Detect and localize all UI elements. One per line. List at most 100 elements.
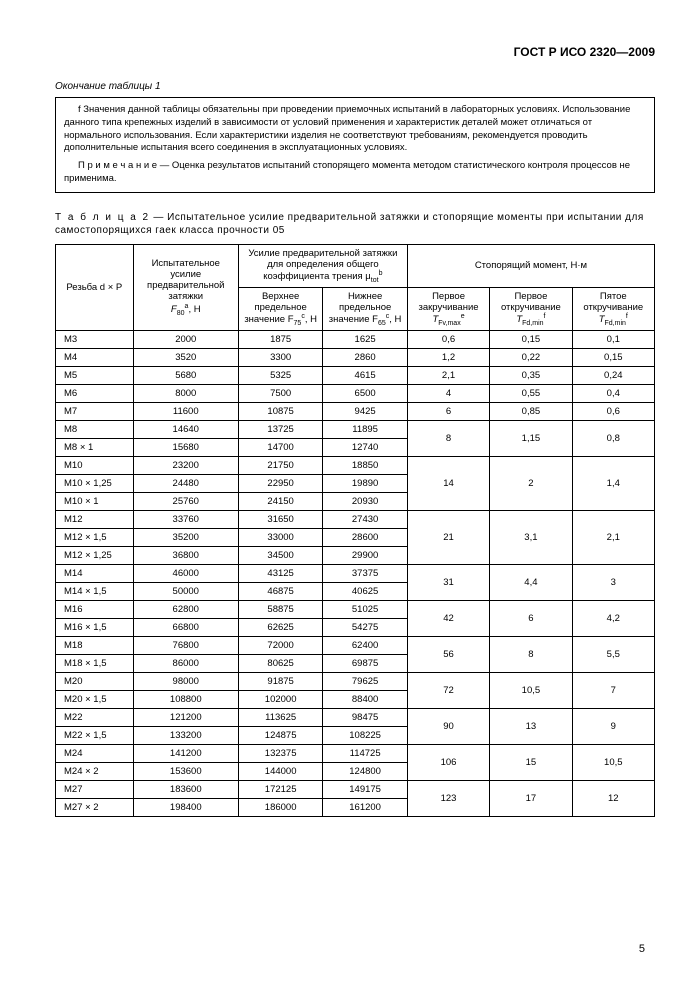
col-torque: Стопорящий момент, Н·м bbox=[407, 244, 654, 287]
cell-t1: 72 bbox=[407, 672, 489, 708]
cell-t3: 3 bbox=[572, 564, 654, 600]
cell-f75: 186000 bbox=[238, 798, 322, 816]
cell-t1: 1,2 bbox=[407, 348, 489, 366]
cell-f80: 2000 bbox=[133, 330, 238, 348]
col-test-force: Испытательное усилие предварительной зат… bbox=[133, 244, 238, 330]
cell-t2: 10,5 bbox=[490, 672, 572, 708]
cell-f80: 86000 bbox=[133, 654, 238, 672]
cell-f65: 40625 bbox=[323, 582, 407, 600]
table-row: M71160010875942560,850,6 bbox=[56, 402, 655, 420]
cell-f75: 7500 bbox=[238, 384, 322, 402]
cell-f75: 10875 bbox=[238, 402, 322, 420]
table-row: M814640137251189581,150,8 bbox=[56, 420, 655, 438]
col-first-off: Первое откручивание TFd,minf bbox=[490, 287, 572, 330]
cell-thread: M27 bbox=[56, 780, 134, 798]
cell-f80: 98000 bbox=[133, 672, 238, 690]
table-row: M271836001721251491751231712 bbox=[56, 780, 655, 798]
cell-f65: 161200 bbox=[323, 798, 407, 816]
cell-f75: 31650 bbox=[238, 510, 322, 528]
cell-thread: M14 × 1,5 bbox=[56, 582, 134, 600]
cell-f80: 11600 bbox=[133, 402, 238, 420]
cell-f65: 114725 bbox=[323, 744, 407, 762]
cell-t3: 0,1 bbox=[572, 330, 654, 348]
table-row: M209800091875796257210,57 bbox=[56, 672, 655, 690]
cell-thread: M8 bbox=[56, 420, 134, 438]
cell-f65: 124800 bbox=[323, 762, 407, 780]
cell-thread: M22 × 1,5 bbox=[56, 726, 134, 744]
cell-f80: 15680 bbox=[133, 438, 238, 456]
cell-thread: M12 × 1,25 bbox=[56, 546, 134, 564]
cell-f65: 28600 bbox=[323, 528, 407, 546]
cell-f80: 8000 bbox=[133, 384, 238, 402]
cell-f80: 108800 bbox=[133, 690, 238, 708]
cell-f75: 124875 bbox=[238, 726, 322, 744]
cell-f75: 62625 bbox=[238, 618, 322, 636]
cell-thread: M10 × 1 bbox=[56, 492, 134, 510]
table-row: M32000187516250,60,150,1 bbox=[56, 330, 655, 348]
cell-t1: 4 bbox=[407, 384, 489, 402]
col-lower: Нижнее предельное значение F65c, Н bbox=[323, 287, 407, 330]
cell-f80: 23200 bbox=[133, 456, 238, 474]
cell-thread: M16 bbox=[56, 600, 134, 618]
col-first-on-label: Первое закручивание bbox=[419, 291, 479, 313]
cell-thread: M16 × 1,5 bbox=[56, 618, 134, 636]
cell-f80: 35200 bbox=[133, 528, 238, 546]
cell-t2: 15 bbox=[490, 744, 572, 780]
col-fifth-off-label: Пятое откручивание bbox=[583, 291, 643, 313]
cell-f80: 36800 bbox=[133, 546, 238, 564]
table-row: M166280058875510254264,2 bbox=[56, 600, 655, 618]
cell-f65: 98475 bbox=[323, 708, 407, 726]
cell-thread: M12 bbox=[56, 510, 134, 528]
cell-t2: 0,15 bbox=[490, 330, 572, 348]
col-test-force-label: Испытательное усилие предварительной зат… bbox=[147, 258, 224, 302]
table2-body: M32000187516250,60,150,1M43520330028601,… bbox=[56, 330, 655, 816]
cell-f80: 14640 bbox=[133, 420, 238, 438]
cell-f80: 183600 bbox=[133, 780, 238, 798]
cell-f75: 13725 bbox=[238, 420, 322, 438]
cell-f75: 24150 bbox=[238, 492, 322, 510]
cell-thread: M14 bbox=[56, 564, 134, 582]
table2: Резьба d × P Испытательное усилие предва… bbox=[55, 244, 655, 817]
table-row: M680007500650040,550,4 bbox=[56, 384, 655, 402]
cell-f80: 33760 bbox=[133, 510, 238, 528]
cell-t3: 2,1 bbox=[572, 510, 654, 564]
cell-f65: 19890 bbox=[323, 474, 407, 492]
cell-f80: 46000 bbox=[133, 564, 238, 582]
cell-thread: M4 bbox=[56, 348, 134, 366]
cell-f65: 18850 bbox=[323, 456, 407, 474]
cell-thread: M27 × 2 bbox=[56, 798, 134, 816]
cell-t2: 13 bbox=[490, 708, 572, 744]
cell-thread: M18 bbox=[56, 636, 134, 654]
cell-t2: 6 bbox=[490, 600, 572, 636]
cell-f65: 6500 bbox=[323, 384, 407, 402]
cell-f75: 21750 bbox=[238, 456, 322, 474]
cell-t1: 123 bbox=[407, 780, 489, 816]
col-first-off-label: Первое откручивание bbox=[501, 291, 561, 313]
cell-f75: 132375 bbox=[238, 744, 322, 762]
cell-f75: 58875 bbox=[238, 600, 322, 618]
cell-thread: M24 × 2 bbox=[56, 762, 134, 780]
cell-f65: 62400 bbox=[323, 636, 407, 654]
table-row: M241412001323751147251061510,5 bbox=[56, 744, 655, 762]
cell-t3: 0,4 bbox=[572, 384, 654, 402]
cell-f80: 24480 bbox=[133, 474, 238, 492]
cell-f75: 113625 bbox=[238, 708, 322, 726]
cell-t3: 9 bbox=[572, 708, 654, 744]
cell-thread: M3 bbox=[56, 330, 134, 348]
footnote-note: П р и м е ч а н и е — Оценка результатов… bbox=[64, 160, 646, 186]
cell-t1: 6 bbox=[407, 402, 489, 420]
cell-f75: 43125 bbox=[238, 564, 322, 582]
cell-f80: 121200 bbox=[133, 708, 238, 726]
cell-f65: 54275 bbox=[323, 618, 407, 636]
page-number: 5 bbox=[639, 943, 645, 955]
cell-f80: 62800 bbox=[133, 600, 238, 618]
cell-f80: 5680 bbox=[133, 366, 238, 384]
cell-f80: 133200 bbox=[133, 726, 238, 744]
cell-t2: 0,22 bbox=[490, 348, 572, 366]
cell-t3: 0,6 bbox=[572, 402, 654, 420]
cell-thread: M10 bbox=[56, 456, 134, 474]
cell-f75: 46875 bbox=[238, 582, 322, 600]
cell-t3: 1,4 bbox=[572, 456, 654, 510]
table-row: M187680072000624005685,5 bbox=[56, 636, 655, 654]
cell-t2: 0,85 bbox=[490, 402, 572, 420]
